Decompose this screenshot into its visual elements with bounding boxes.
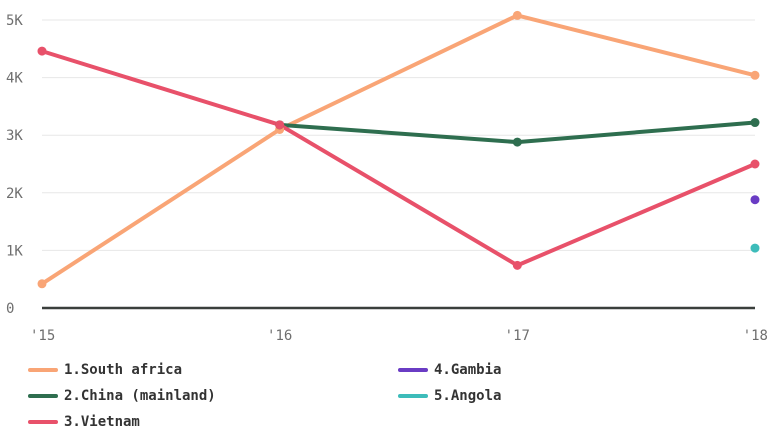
series-line-3	[40, 49, 757, 268]
legend-swatch	[28, 368, 58, 372]
legend-item[interactable]: 4.Gambia	[398, 360, 501, 380]
y-tick-label: 1K	[6, 243, 23, 259]
series-points	[37, 10, 760, 289]
legend-item[interactable]: 1.South africa	[28, 360, 182, 380]
y-tick-label: 4K	[6, 71, 23, 87]
legend-item[interactable]: 3.Vietnam	[28, 412, 140, 432]
x-tick-label: '17	[505, 328, 530, 344]
data-point[interactable]	[512, 10, 522, 20]
series-lines	[40, 13, 757, 286]
legend-label: 3.Vietnam	[64, 414, 140, 430]
data-point[interactable]	[37, 46, 47, 56]
x-tick-label: '15	[30, 328, 55, 344]
legend-label: 5.Angola	[434, 388, 502, 404]
legend-item[interactable]: 5.Angola	[398, 386, 501, 406]
y-tick-label: 5K	[6, 13, 23, 29]
data-point[interactable]	[37, 279, 47, 289]
legend-swatch	[28, 394, 58, 398]
data-point[interactable]	[750, 243, 760, 253]
grid-lines	[42, 19, 755, 310]
y-axis-ticks: 0 1K 2K 3K 4K 5K	[6, 13, 23, 317]
legend-label: 1.South africa	[64, 362, 183, 378]
y-tick-label: 2K	[6, 186, 23, 202]
legend-label: 4.Gambia	[434, 362, 502, 378]
legend-swatch	[398, 368, 428, 372]
data-point[interactable]	[275, 120, 285, 130]
data-point[interactable]	[512, 137, 522, 147]
data-point[interactable]	[750, 70, 760, 80]
y-tick-label: 3K	[6, 128, 23, 144]
legend-label: 2.China (mainland)	[64, 388, 216, 404]
legend-swatch	[398, 394, 428, 398]
data-point[interactable]	[512, 260, 522, 270]
x-tick-label: '16	[267, 328, 292, 344]
legend-swatch	[28, 420, 58, 424]
legend-item[interactable]: 2.China (mainland)	[28, 386, 216, 406]
x-axis-ticks: '15 '16 '17 '18	[30, 328, 768, 344]
data-point[interactable]	[750, 118, 760, 128]
x-tick-label: '18	[743, 328, 768, 344]
y-tick-label: 0	[6, 301, 14, 317]
series-line-1	[40, 13, 757, 286]
data-point[interactable]	[750, 159, 760, 169]
data-point[interactable]	[750, 195, 760, 205]
